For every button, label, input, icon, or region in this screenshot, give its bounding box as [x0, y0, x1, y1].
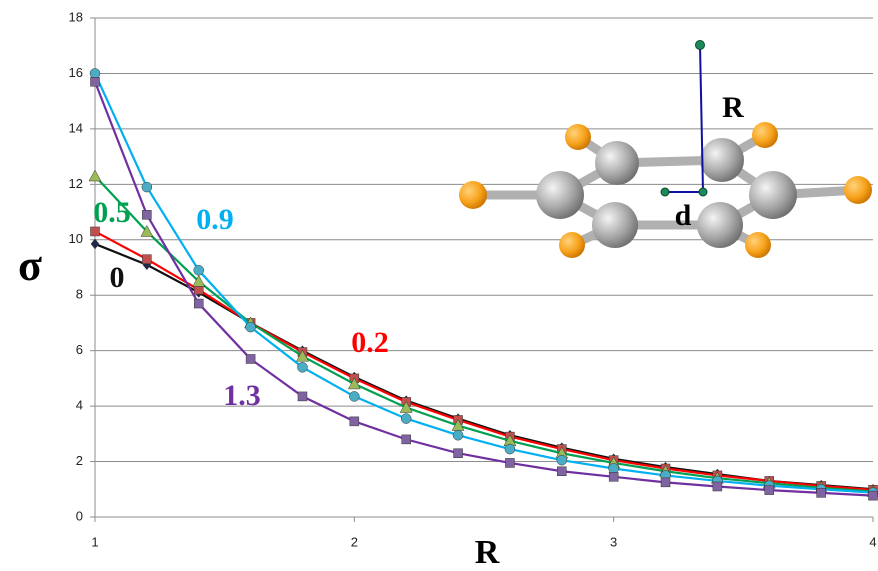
y-tick-label: 16 — [69, 65, 83, 80]
y-tick-label: 0 — [76, 508, 83, 523]
series-line — [95, 244, 873, 489]
marker — [246, 322, 256, 332]
marker — [297, 362, 307, 372]
y-tick-label: 10 — [69, 231, 83, 246]
marker — [246, 354, 255, 363]
series-label: 0.9 — [196, 203, 234, 236]
y-tick-label: 4 — [76, 398, 83, 413]
series-label: 1.3 — [223, 379, 261, 412]
marker — [817, 488, 826, 497]
marker — [505, 444, 515, 454]
series-line — [95, 231, 873, 489]
marker — [142, 255, 151, 264]
chart: 0246810121416181234 R d σ R 00.20.50.91.… — [0, 0, 878, 571]
y-tick-label: 12 — [69, 176, 83, 191]
marker — [142, 210, 151, 219]
marker — [661, 478, 670, 487]
y-tick-label: 2 — [76, 453, 83, 468]
series-label: 0.2 — [351, 326, 389, 359]
marker — [350, 417, 359, 426]
marker — [557, 467, 566, 476]
marker — [402, 435, 411, 444]
series-label: 0 — [110, 261, 125, 294]
y-axis-label: σ — [18, 241, 42, 290]
x-tick-label: 4 — [869, 534, 876, 549]
y-tick-label: 14 — [69, 120, 83, 135]
marker — [91, 239, 99, 249]
marker — [454, 449, 463, 458]
marker — [142, 182, 152, 192]
marker — [869, 491, 878, 500]
marker — [713, 482, 722, 491]
y-tick-label: 18 — [69, 9, 83, 24]
marker — [194, 265, 204, 275]
marker — [89, 170, 101, 181]
y-tick-label: 6 — [76, 342, 83, 357]
marker — [91, 77, 100, 86]
x-tick-label: 2 — [351, 534, 358, 549]
y-tick-label: 8 — [76, 287, 83, 302]
marker — [90, 68, 100, 78]
x-tick-label: 3 — [610, 534, 617, 549]
marker — [401, 414, 411, 424]
marker — [609, 472, 618, 481]
x-axis-label: R — [475, 534, 500, 571]
marker — [453, 430, 463, 440]
series-label: 0.5 — [93, 196, 131, 229]
inset-label: d — [675, 199, 692, 232]
inset-label: R — [722, 91, 744, 124]
marker — [765, 486, 774, 495]
marker — [557, 455, 567, 465]
marker — [609, 463, 619, 473]
marker — [194, 299, 203, 308]
x-tick-label: 1 — [91, 534, 98, 549]
marker — [298, 392, 307, 401]
marker — [505, 458, 514, 467]
marker — [349, 391, 359, 401]
